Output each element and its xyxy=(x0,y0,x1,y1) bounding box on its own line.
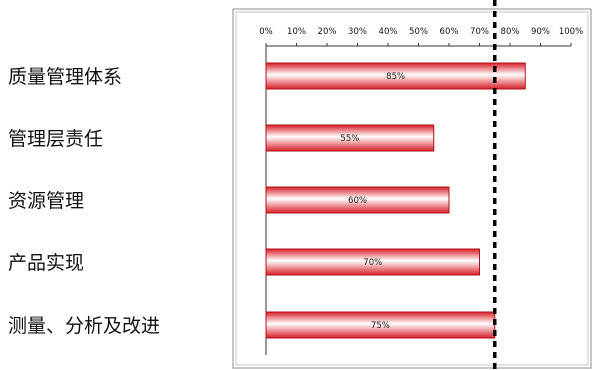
category-label: 管理层责任 xyxy=(8,128,103,150)
x-tick-label: 50% xyxy=(409,27,428,37)
category-label: 资源管理 xyxy=(8,190,84,212)
bar-data-label: 75% xyxy=(371,321,390,331)
category-label: 测量、分析及改进 xyxy=(8,315,160,337)
x-tick-label: 0% xyxy=(259,27,273,37)
bar xyxy=(265,248,480,276)
bar xyxy=(265,124,435,152)
x-tick-label: 80% xyxy=(501,27,520,37)
category-label: 质量管理体系 xyxy=(8,66,122,88)
x-tick-label: 30% xyxy=(348,27,367,37)
bar xyxy=(265,186,450,214)
x-tick-label: 10% xyxy=(287,27,306,37)
chart-frame-inner xyxy=(235,11,589,366)
chart-frame-outer xyxy=(232,8,592,369)
x-tick-label: 40% xyxy=(379,27,398,37)
category-label: 产品实现 xyxy=(8,252,84,274)
bar-data-label: 85% xyxy=(386,72,405,82)
bar-data-label: 70% xyxy=(363,258,382,268)
bar xyxy=(265,62,526,90)
x-tick-label: 20% xyxy=(318,27,337,37)
bar-data-label: 55% xyxy=(340,134,359,144)
x-tick-label: 90% xyxy=(531,27,550,37)
x-tick-label: 100% xyxy=(559,27,583,37)
bar-data-label: 60% xyxy=(348,196,367,206)
x-tick-label: 60% xyxy=(440,27,459,37)
x-tick-label: 70% xyxy=(470,27,489,37)
